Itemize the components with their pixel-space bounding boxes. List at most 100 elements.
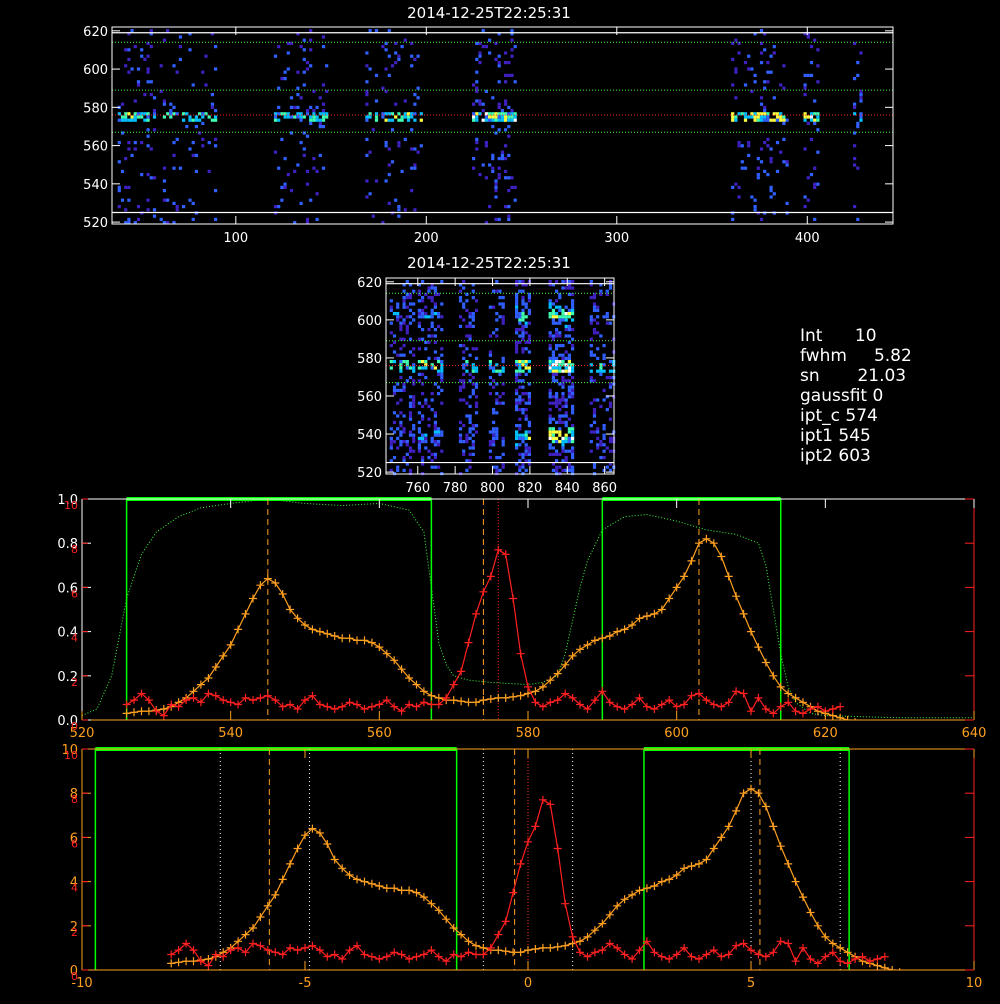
profile-top-orange-point [122, 709, 131, 718]
image-top-pixel [305, 221, 310, 225]
image-zoom-pixel [405, 305, 409, 309]
profile-bottom-orange-point [799, 893, 807, 902]
image-top-pixel [500, 150, 504, 154]
image-top-pixel [277, 166, 281, 170]
image-zoom-pixel [396, 353, 400, 357]
image-zoom-pixel [515, 424, 519, 428]
image-top-pixel [136, 83, 141, 87]
panel-title-image-top: 2014-12-25T22:25:31 [407, 4, 571, 22]
image-zoom-pixel [427, 340, 431, 344]
profile-top-red-point [620, 705, 629, 713]
image-zoom-pixel [555, 379, 559, 383]
image-zoom-pixel [518, 395, 522, 399]
profile-top-red-point [732, 687, 741, 696]
image-top-pixel [124, 221, 128, 225]
profile-bottom-red-point [501, 917, 510, 926]
image-zoom-axes-frame [385, 277, 615, 475]
profile-bottom-orange-point [754, 789, 763, 798]
image-zoom-pixel [501, 440, 505, 444]
image-zoom-pixel [521, 308, 525, 312]
image-zoom-pixel [521, 337, 525, 341]
image-top-pixel [853, 102, 857, 106]
image-zoom-pixel [589, 283, 593, 287]
image-zoom-pixel [551, 366, 555, 370]
image-zoom-pixel [427, 356, 431, 360]
image-top-pixel [283, 115, 287, 119]
image-zoom-pixel [564, 433, 568, 437]
profile-top-red-point [479, 587, 488, 596]
image-top-pixel [191, 118, 195, 122]
profile-top-red-point [836, 702, 845, 711]
image-top-pixel [410, 54, 414, 58]
image-top-pixel [504, 157, 508, 161]
profile-top-red-point [412, 702, 421, 711]
image-top-pixel [178, 57, 182, 61]
image-top-pixel [753, 73, 757, 77]
image-zoom-pixel [527, 308, 531, 312]
image-top-pixel [289, 131, 294, 135]
image-top-pixel [419, 144, 423, 148]
image-zoom-pixel [399, 321, 403, 325]
image-top-pixel [403, 38, 407, 42]
image-zoom-pixel [408, 401, 413, 405]
image-top-pixel [500, 109, 504, 113]
image-top-pixel [201, 121, 205, 125]
image-top-pixel [280, 112, 284, 116]
image-zoom-pixel [592, 379, 597, 383]
image-zoom-pixel [567, 417, 571, 421]
image-zoom-pixel [433, 424, 437, 428]
image-top-pixel [809, 112, 814, 116]
image-zoom-pixel [471, 433, 475, 437]
image-top-pixel [510, 109, 514, 113]
image-zoom-pixel [430, 321, 434, 325]
image-zoom-pixel [596, 308, 600, 312]
image-top-pixel [146, 208, 150, 212]
image-top-pixel [510, 29, 514, 33]
image-zoom-pixel [440, 379, 444, 383]
profile-bottom-red-point [642, 937, 651, 946]
image-top-pixel [753, 112, 757, 116]
image-zoom-pixel [524, 347, 528, 351]
image-top-pixel [309, 115, 313, 119]
profile-top-red-point [538, 702, 547, 711]
image-top-pixel [759, 61, 764, 65]
image-top-pixel [775, 141, 780, 145]
image-zoom-pixel [602, 388, 606, 392]
image-top-pixel [374, 118, 379, 122]
image-top-pixel [286, 67, 290, 71]
image-zoom-pixel [599, 363, 603, 367]
image-zoom-pixel [555, 360, 559, 364]
image-zoom-pixel [501, 305, 505, 309]
image-top-pixel [283, 157, 287, 161]
image-zoom-pixel [518, 328, 522, 332]
profile-bottom-red-point [174, 946, 183, 955]
image-top-pixel [381, 86, 385, 90]
image-top-pixel [856, 125, 860, 129]
image-top-pixel [494, 118, 498, 122]
image-zoom-pixel [518, 443, 522, 447]
image-zoom-pixel [471, 324, 475, 328]
image-zoom-pixel [602, 398, 606, 402]
image-top-pixel [374, 73, 379, 77]
profile-bottom-orange-point [836, 943, 845, 952]
info-line-ipt1: ipt1 545 [800, 426, 871, 446]
image-zoom-pixel [424, 440, 428, 444]
image-zoom-pixel [488, 305, 492, 309]
image-zoom-pixel [521, 289, 525, 293]
image-top-pixel [803, 115, 807, 119]
image-zoom-pixel [488, 440, 492, 444]
image-top-pixel [759, 102, 764, 106]
image-zoom-pixel [417, 436, 421, 440]
image-zoom-pixel [417, 321, 421, 325]
image-zoom-pixel [501, 452, 505, 456]
profile-bottom-ytick-label: 6 [70, 831, 78, 846]
image-zoom-pixel [417, 430, 421, 434]
profile-bottom-orange-point [353, 875, 361, 884]
image-top-pixel [283, 70, 287, 74]
image-zoom-pixel [495, 411, 499, 415]
image-zoom-pixel [389, 436, 393, 440]
image-zoom-pixel [399, 369, 403, 373]
image-top-pixel [806, 115, 810, 119]
image-top-pixel [172, 153, 176, 157]
image-top-pixel [747, 54, 751, 58]
